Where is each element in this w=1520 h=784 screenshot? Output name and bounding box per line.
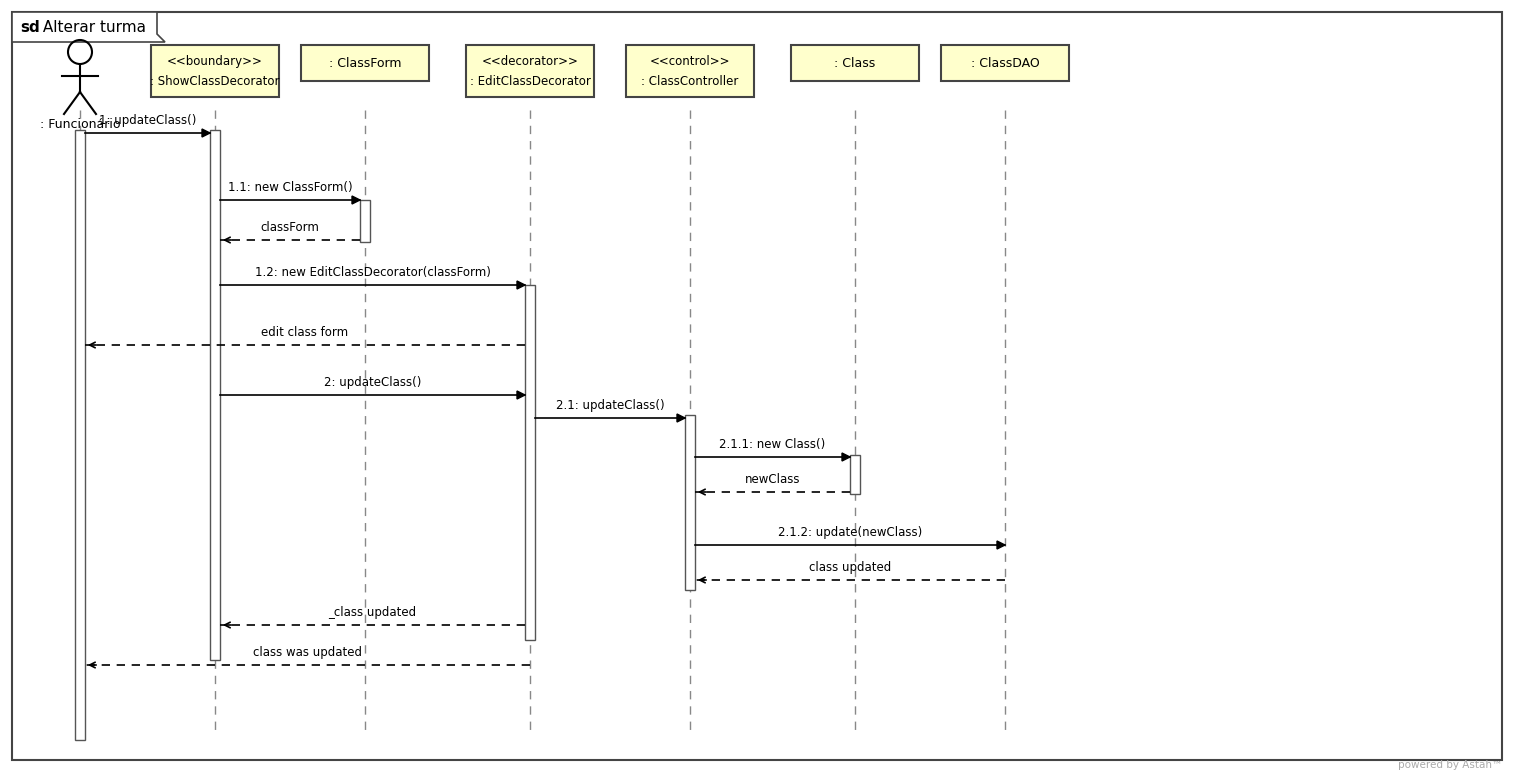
Bar: [941, 45, 1069, 81]
Text: edit class form: edit class form: [261, 326, 348, 339]
Text: : ClassDAO: : ClassDAO: [971, 56, 1040, 70]
Polygon shape: [353, 196, 360, 204]
Text: : ClassForm: : ClassForm: [328, 56, 401, 70]
Text: 1.1: new ClassForm(): 1.1: new ClassForm(): [228, 181, 353, 194]
Bar: [850, 455, 860, 494]
Text: : EditClassDecorator: : EditClassDecorator: [470, 75, 590, 88]
Text: <<decorator>>: <<decorator>>: [482, 55, 579, 68]
Text: 2.1.2: update(newClass): 2.1.2: update(newClass): [778, 526, 923, 539]
Polygon shape: [676, 414, 686, 422]
Text: newClass: newClass: [745, 473, 800, 486]
Text: powered by Astah™: powered by Astah™: [1397, 760, 1502, 770]
Text: Alterar turma: Alterar turma: [38, 20, 146, 34]
Bar: [360, 200, 369, 242]
Text: _class updated: _class updated: [328, 606, 416, 619]
Text: : ShowClassDecorator: : ShowClassDecorator: [150, 75, 280, 88]
Bar: [686, 415, 695, 590]
Bar: [301, 45, 429, 81]
Text: : ClassController: : ClassController: [641, 75, 739, 88]
Polygon shape: [517, 391, 524, 399]
Text: <<boundary>>: <<boundary>>: [167, 55, 263, 68]
Text: : Class: : Class: [834, 56, 876, 70]
Text: classForm: classForm: [260, 221, 319, 234]
Text: 2.1: updateClass(): 2.1: updateClass(): [556, 399, 664, 412]
Polygon shape: [12, 12, 166, 42]
Bar: [467, 45, 594, 97]
Bar: [790, 45, 920, 81]
Polygon shape: [997, 541, 1005, 549]
Text: 1.2: new EditClassDecorator(classForm): 1.2: new EditClassDecorator(classForm): [254, 266, 491, 279]
Text: 2.1.1: new Class(): 2.1.1: new Class(): [719, 438, 825, 451]
Text: sd: sd: [20, 20, 40, 34]
Polygon shape: [517, 281, 524, 289]
Polygon shape: [842, 453, 850, 461]
Text: : Funcionário: : Funcionário: [40, 118, 120, 131]
Bar: [74, 130, 85, 740]
Text: 2: updateClass(): 2: updateClass(): [324, 376, 421, 389]
Text: 1: updateClass(): 1: updateClass(): [99, 114, 196, 127]
Text: <<control>>: <<control>>: [649, 55, 730, 68]
Text: class updated: class updated: [809, 561, 891, 574]
Bar: [524, 285, 535, 640]
Polygon shape: [202, 129, 210, 137]
Bar: [626, 45, 754, 97]
Bar: [210, 130, 220, 660]
Bar: [150, 45, 280, 97]
Text: class was updated: class was updated: [252, 646, 362, 659]
